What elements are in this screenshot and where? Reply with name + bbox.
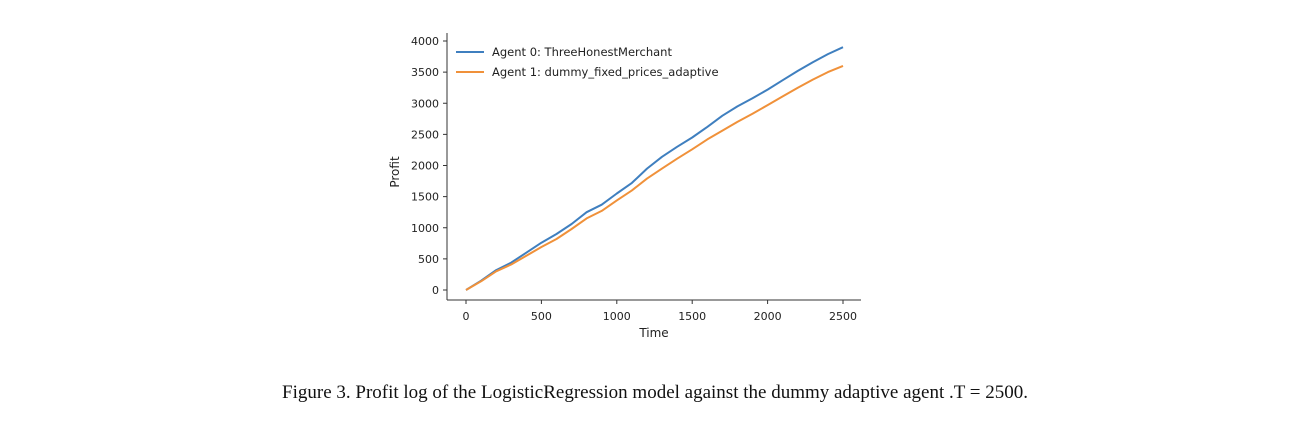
x-axis-ticks: 0 500 1000 1500 2000 2500 (463, 300, 857, 323)
y-tick-label: 500 (418, 253, 439, 266)
y-axis-label: Profit (388, 156, 402, 188)
y-axis-ticks: 0 500 1000 1500 2000 2500 3000 3500 4000 (411, 35, 447, 297)
y-tick-label: 1000 (411, 222, 439, 235)
y-tick-label: 2500 (411, 128, 439, 141)
y-tick-label: 4000 (411, 35, 439, 48)
series-line-agent-0 (465, 46, 844, 291)
x-tick-label: 2500 (829, 310, 857, 323)
x-tick-label: 0 (463, 310, 470, 323)
y-tick-label: 1500 (411, 191, 439, 204)
series-line-agent-1 (465, 64, 844, 291)
figure-caption: Figure 3. Profit log of the LogisticRegr… (282, 382, 1028, 403)
x-tick-label: 2000 (754, 310, 782, 323)
x-tick-label: 500 (531, 310, 552, 323)
x-axis-label: Time (638, 326, 668, 340)
x-tick-label: 1500 (678, 310, 706, 323)
y-tick-label: 3000 (411, 97, 439, 110)
y-tick-label: 2000 (411, 160, 439, 173)
legend-label-agent-0: Agent 0: ThreeHonestMerchant (492, 45, 672, 59)
legend-label-agent-1: Agent 1: dummy_fixed_prices_adaptive (492, 65, 719, 79)
y-tick-label: 0 (432, 284, 439, 297)
x-tick-label: 1000 (603, 310, 631, 323)
series-lines (465, 46, 844, 291)
legend: Agent 0: ThreeHonestMerchant Agent 1: du… (456, 45, 719, 79)
y-tick-label: 3500 (411, 66, 439, 79)
